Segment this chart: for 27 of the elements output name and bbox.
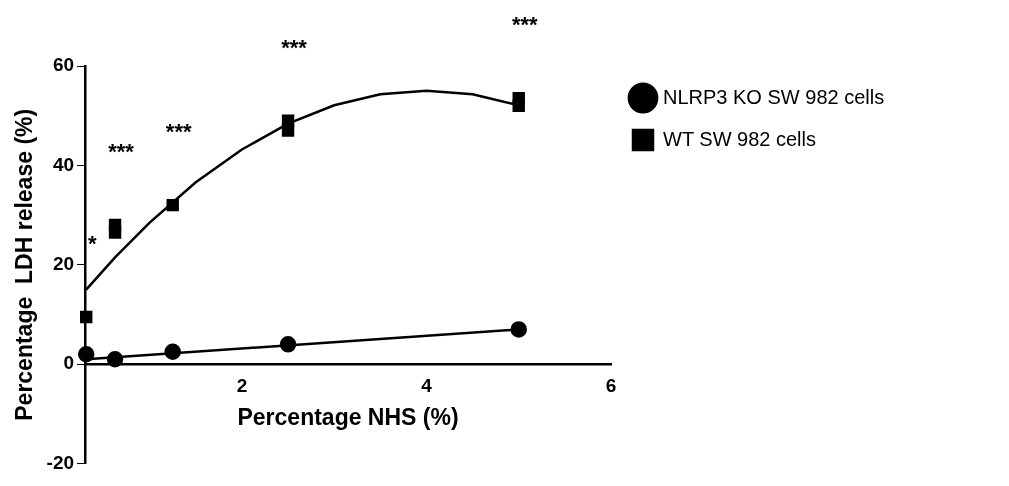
annotation: * (87, 231, 97, 257)
legend-label: NLRP3 KO SW 982 cells (663, 85, 885, 108)
y-tick-label: 40 (52, 153, 75, 175)
x-tick-label: 4 (421, 374, 433, 396)
point (510, 321, 527, 338)
point (108, 218, 122, 232)
y-axis-title: Percentage LDH release (%) (11, 108, 38, 421)
point (166, 198, 179, 212)
point (77, 346, 95, 363)
y-tick-label: 20 (52, 253, 75, 275)
annotation: *** (281, 34, 308, 60)
point (106, 350, 124, 368)
x-tick-label: 6 (605, 374, 617, 396)
point (164, 343, 181, 361)
y-tick-label: -20 (46, 451, 75, 473)
annotation: *** (108, 139, 135, 165)
annotation: *** (165, 119, 192, 145)
x-tick-label: 2 (236, 374, 248, 396)
y-tick-label: 0 (63, 352, 75, 374)
point (281, 114, 295, 127)
x-axis-title: Percentage NHS (%) (237, 404, 459, 431)
point (279, 336, 297, 353)
point (512, 92, 525, 105)
legend-label: WT SW 982 cells (663, 127, 816, 150)
y-tick-label: 60 (52, 54, 75, 76)
point (80, 310, 93, 324)
annotation: *** (511, 12, 539, 38)
